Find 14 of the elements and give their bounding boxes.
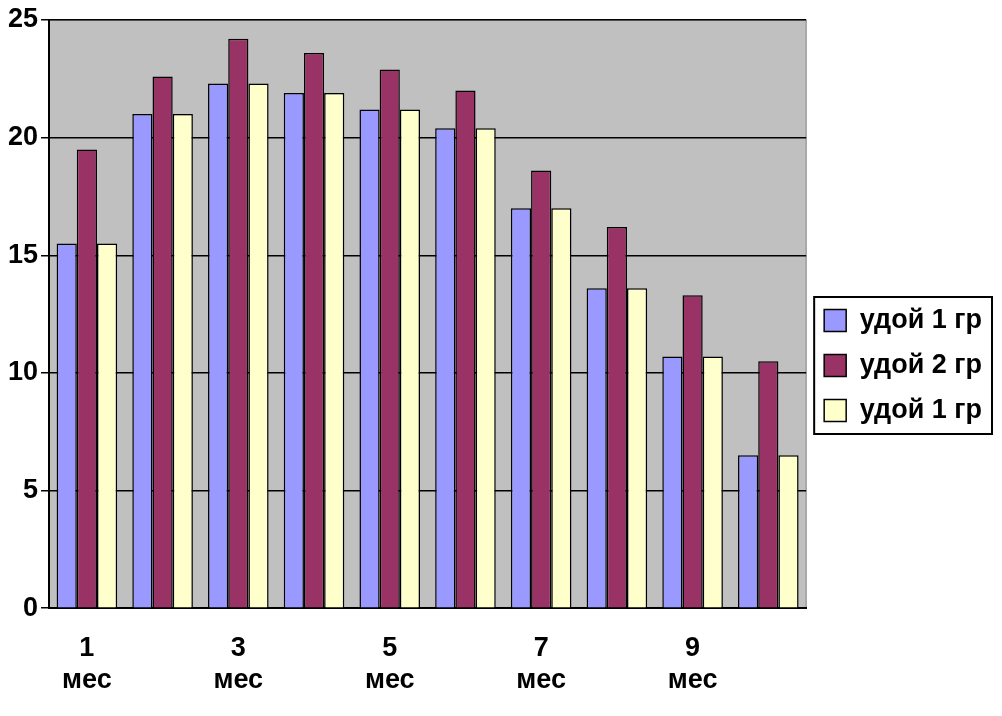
y-tick-label: 10 xyxy=(7,356,39,387)
y-tick-label: 0 xyxy=(23,591,39,622)
legend-label: удой 1 гр xyxy=(859,303,983,334)
y-tick-label: 5 xyxy=(23,474,39,505)
x-tick-label: 7 мес xyxy=(516,631,566,695)
legend-label: удой 2 гр xyxy=(859,348,983,379)
y-tick-label: 20 xyxy=(7,121,39,152)
x-tick-label: 3 мес xyxy=(213,631,264,695)
y-tick-label: 15 xyxy=(7,238,39,269)
x-tick-label: 5 мес xyxy=(364,631,415,695)
legend-label: удой 1 гр xyxy=(859,393,983,424)
x-tick-label: 1 мес xyxy=(62,631,112,695)
y-tick-label: 25 xyxy=(7,3,39,34)
x-tick-label: 9 мес xyxy=(667,631,718,695)
